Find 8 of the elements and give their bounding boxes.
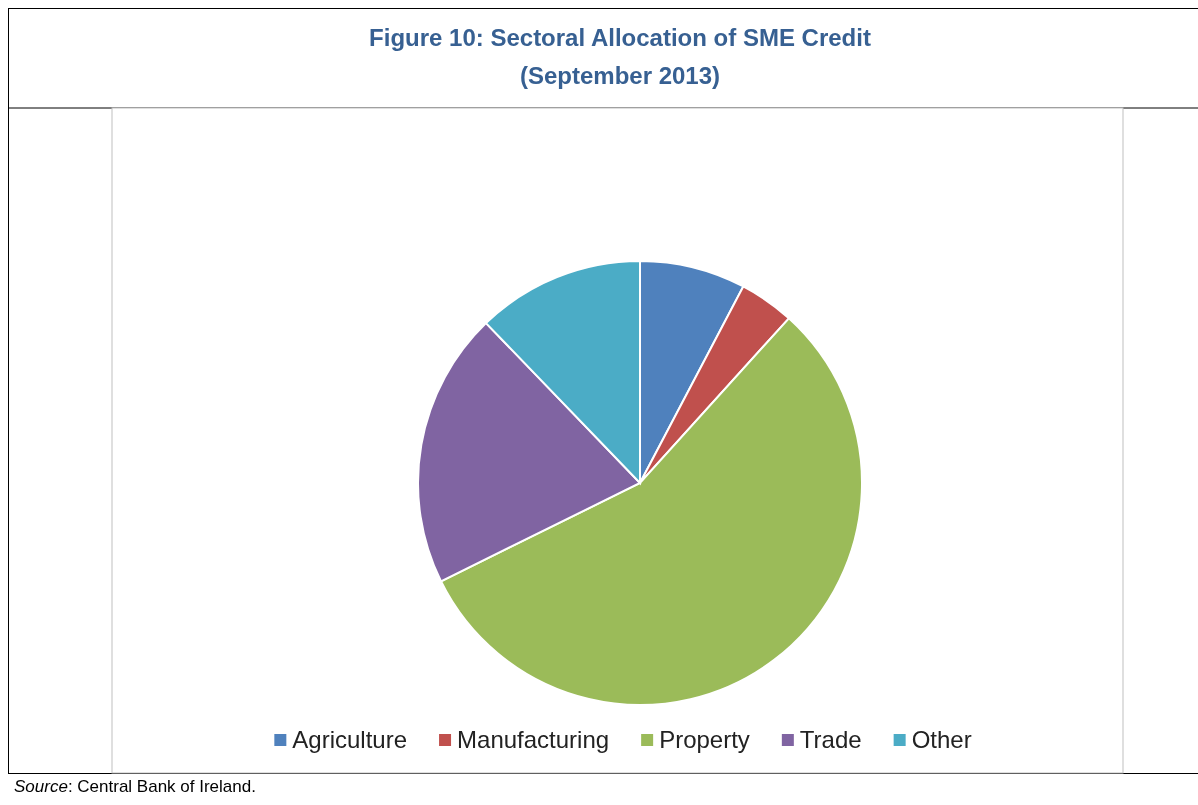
legend-label: Other <box>911 726 972 754</box>
source-note: Source: Central Bank of Ireland. <box>14 777 256 796</box>
chart-subtitle: (September 2013) <box>519 62 721 89</box>
legend-label: Manufacturing <box>457 726 610 754</box>
chart-title: Figure 10: Sectoral Allocation of SME Credit <box>369 24 871 51</box>
legend-label: Agriculture <box>292 726 408 754</box>
legend-label: Property <box>659 726 750 754</box>
legend-label: Trade <box>799 726 862 754</box>
